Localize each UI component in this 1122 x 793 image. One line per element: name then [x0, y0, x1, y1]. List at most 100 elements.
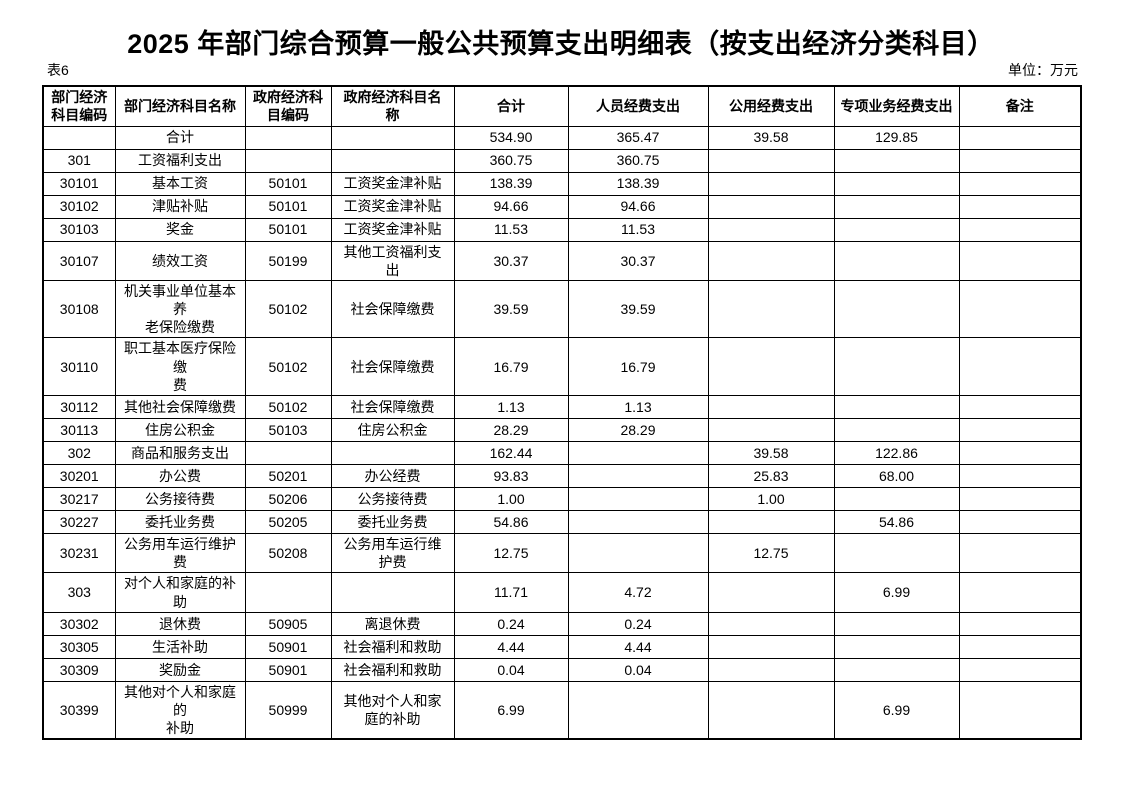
cell-special: 68.00 — [833, 464, 960, 488]
cell-code: 30108 — [42, 279, 116, 339]
cell-name: 委托业务费 — [114, 510, 246, 534]
table-row: 30108 机关事业单位基本养 老保险缴费 50102 社会保障缴费 39.59 39.5… — [42, 279, 1082, 339]
cell-personnel — [567, 510, 709, 534]
cell-total: 11.71 — [453, 572, 569, 613]
cell-public-funds: 25.83 — [707, 464, 835, 488]
cell-gov-name: 离退休费 — [330, 611, 455, 636]
cell-gov-code: 50999 — [244, 680, 332, 740]
cell-name: 奖金 — [114, 217, 246, 242]
cell-total: 94.66 — [453, 194, 569, 219]
cell-special: 54.86 — [833, 510, 960, 534]
cell-code: 30217 — [42, 487, 116, 511]
cell-total: 16.79 — [453, 337, 569, 396]
cell-special — [833, 657, 960, 682]
cell-public-funds — [707, 171, 835, 196]
cell-code: 30231 — [42, 532, 116, 574]
table-row: 302 商品和服务支出 162.44 39.58 122.86 — [42, 441, 1082, 465]
cell-personnel: 28.29 — [567, 418, 709, 442]
cell-name: 津贴补贴 — [114, 194, 246, 219]
cell-gov-code: 50905 — [244, 611, 332, 636]
cell-gov-code — [244, 125, 332, 150]
cell-name: 机关事业单位基本养 老保险缴费 — [114, 279, 246, 339]
column-header: 人员经费支出 — [567, 85, 709, 127]
cell-gov-code — [244, 572, 332, 613]
cell-code: 30309 — [42, 657, 116, 682]
cell-personnel — [567, 532, 709, 574]
table-row: 30305 生活补助 50901 社会福利和救助 4.44 4.44 — [42, 634, 1082, 659]
cell-special — [833, 148, 960, 173]
column-header: 部门经济 科目编码 — [42, 85, 116, 127]
cell-gov-name — [330, 125, 455, 150]
cell-public-funds — [707, 611, 835, 636]
cell-special — [833, 532, 960, 574]
cell-special — [833, 418, 960, 442]
cell-total: 1.00 — [453, 487, 569, 511]
table-row: 30217 公务接待费 50206 公务接待费 1.00 1.00 — [42, 487, 1082, 511]
cell-special — [833, 337, 960, 396]
cell-remark — [958, 171, 1082, 196]
column-header: 备注 — [958, 85, 1082, 127]
cell-personnel: 4.72 — [567, 572, 709, 613]
cell-special — [833, 194, 960, 219]
cell-code: 30227 — [42, 510, 116, 534]
cell-gov-name — [330, 572, 455, 613]
cell-remark — [958, 125, 1082, 150]
cell-personnel: 11.53 — [567, 217, 709, 242]
cell-name: 其他对个人和家庭的 补助 — [114, 680, 246, 740]
table-header-row: 部门经济 科目编码 部门经济科目名称 政府经济科 目编码 政府经济科目名 称合计 人员经… — [42, 85, 1082, 127]
cell-gov-code: 50101 — [244, 194, 332, 219]
cell-personnel: 138.39 — [567, 171, 709, 196]
table-row: 301 工资福利支出 360.75 360.75 — [42, 148, 1082, 173]
cell-gov-code — [244, 148, 332, 173]
cell-special — [833, 240, 960, 281]
cell-gov-name: 社会福利和救助 — [330, 657, 455, 682]
table-row: 303 对个人和家庭的补助 11.71 4.72 6.99 — [42, 572, 1082, 613]
cell-remark — [958, 634, 1082, 659]
cell-name: 其他社会保障缴费 — [114, 395, 246, 419]
cell-name: 公务接待费 — [114, 487, 246, 511]
cell-public-funds: 39.58 — [707, 125, 835, 150]
cell-special: 6.99 — [833, 572, 960, 613]
cell-public-funds — [707, 680, 835, 740]
cell-special: 122.86 — [833, 441, 960, 465]
cell-gov-name — [330, 441, 455, 465]
cell-remark — [958, 194, 1082, 219]
table-row: 30309 奖励金 50901 社会福利和救助 0.04 0.04 — [42, 657, 1082, 682]
cell-special — [833, 279, 960, 339]
cell-gov-name: 社会福利和救助 — [330, 634, 455, 659]
cell-code: 30101 — [42, 171, 116, 196]
cell-personnel: 0.24 — [567, 611, 709, 636]
cell-remark — [958, 337, 1082, 396]
cell-remark — [958, 148, 1082, 173]
cell-code: 302 — [42, 441, 116, 465]
table-row: 30113 住房公积金 50103 住房公积金 28.29 28.29 — [42, 418, 1082, 442]
cell-total: 4.44 — [453, 634, 569, 659]
cell-remark — [958, 240, 1082, 281]
cell-total: 0.24 — [453, 611, 569, 636]
cell-public-funds — [707, 657, 835, 682]
cell-code: 30305 — [42, 634, 116, 659]
cell-remark — [958, 532, 1082, 574]
column-header: 合计 — [453, 85, 569, 127]
unit-label: 单位：万元 — [1008, 62, 1078, 78]
cell-gov-name: 办公经费 — [330, 464, 455, 488]
cell-total: 6.99 — [453, 680, 569, 740]
cell-total: 54.86 — [453, 510, 569, 534]
cell-public-funds — [707, 217, 835, 242]
cell-remark — [958, 464, 1082, 488]
cell-public-funds — [707, 279, 835, 339]
cell-code: 301 — [42, 148, 116, 173]
cell-gov-name: 委托业务费 — [330, 510, 455, 534]
cell-total: 28.29 — [453, 418, 569, 442]
table-number-label: 表6 — [47, 62, 69, 78]
cell-name: 工资福利支出 — [114, 148, 246, 173]
table-row: 合计 534.90 365.47 39.58 129.85 — [42, 125, 1082, 150]
table-row: 30399 其他对个人和家庭的 补助 50999 其他对个人和家 庭的补助 6.99 6.… — [42, 680, 1082, 740]
cell-code: 30103 — [42, 217, 116, 242]
cell-remark — [958, 395, 1082, 419]
cell-personnel: 0.04 — [567, 657, 709, 682]
cell-personnel — [567, 441, 709, 465]
cell-name: 退休费 — [114, 611, 246, 636]
table-row: 30103 奖金 50101 工资奖金津补贴 11.53 11.53 — [42, 217, 1082, 242]
